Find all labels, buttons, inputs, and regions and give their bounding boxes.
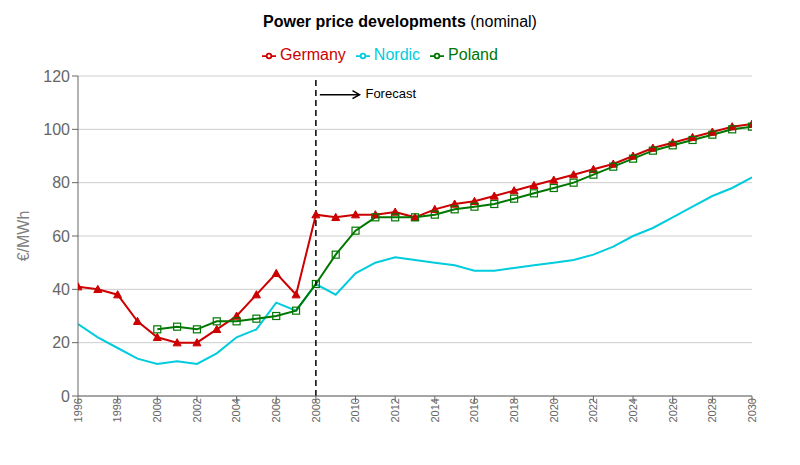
- svg-text:2030: 2030: [746, 398, 758, 422]
- html-text:Poland: Poland: [448, 46, 498, 63]
- svg-text:2024: 2024: [627, 398, 639, 422]
- html-text:Germany: Germany: [280, 46, 346, 63]
- svg-text:60: 60: [52, 228, 70, 245]
- svg-text:2000: 2000: [151, 398, 163, 422]
- svg-text:2020: 2020: [548, 398, 560, 422]
- svg-text:2006: 2006: [270, 398, 282, 422]
- svg-text:2010: 2010: [349, 398, 361, 422]
- html-text:Nordic: Nordic: [373, 46, 421, 63]
- svg-text:2008: 2008: [310, 398, 322, 422]
- svg-text:1996: 1996: [72, 398, 84, 422]
- svg-text:40: 40: [52, 281, 70, 298]
- html-text:Power price developments (nomi: Power price developments (nominal): [263, 13, 537, 30]
- svg-text:20: 20: [52, 334, 70, 351]
- svg-text:2018: 2018: [508, 398, 520, 422]
- svg-text:2026: 2026: [667, 398, 679, 422]
- svg-text:€/MWh: €/MWh: [15, 211, 32, 262]
- svg-text:2012: 2012: [389, 398, 401, 422]
- svg-text:Forecast: Forecast: [365, 86, 416, 101]
- svg-text:2028: 2028: [706, 398, 718, 422]
- svg-text:2016: 2016: [468, 398, 480, 422]
- svg-text:2004: 2004: [230, 398, 242, 422]
- svg-text:2002: 2002: [191, 398, 203, 422]
- svg-text:2014: 2014: [429, 398, 441, 422]
- svg-text:0: 0: [61, 388, 70, 405]
- svg-text:2022: 2022: [587, 398, 599, 422]
- svg-text:100: 100: [43, 121, 70, 138]
- svg-text:120: 120: [43, 68, 70, 85]
- svg-text:80: 80: [52, 174, 70, 191]
- svg-text:1998: 1998: [111, 398, 123, 422]
